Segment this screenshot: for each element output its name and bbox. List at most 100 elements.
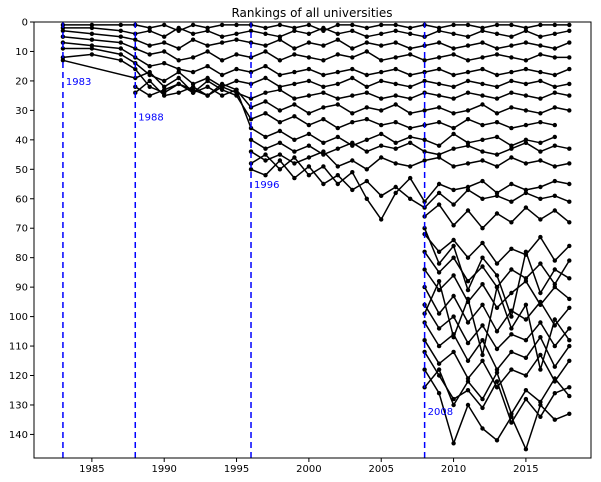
data-point: [567, 146, 572, 151]
series-line: [134, 80, 556, 147]
data-point: [436, 279, 442, 284]
data-point: [567, 305, 572, 310]
data-point: [248, 167, 254, 172]
data-point: [436, 326, 442, 331]
data-point: [509, 146, 514, 151]
data-point: [263, 25, 268, 31]
data-point: [451, 72, 456, 78]
data-point: [219, 34, 225, 39]
data-point: [465, 340, 471, 346]
data-point: [176, 58, 181, 63]
series-line: [134, 80, 555, 129]
data-point: [205, 84, 210, 90]
data-point: [118, 34, 124, 39]
data-point: [205, 49, 210, 54]
data-point: [306, 111, 312, 116]
data-point: [350, 158, 355, 163]
data-point: [436, 391, 442, 396]
data-point: [552, 122, 557, 128]
data-point: [509, 78, 514, 84]
data-point: [263, 75, 268, 81]
data-point: [176, 75, 181, 81]
data-point: [567, 66, 572, 72]
data-point: [162, 49, 167, 54]
data-point: [436, 120, 442, 125]
data-point: [451, 46, 456, 51]
data-point: [335, 125, 340, 131]
data-point: [277, 152, 283, 157]
data-point: [552, 90, 557, 95]
data-point: [422, 267, 427, 272]
data-point: [422, 158, 427, 163]
x-axis: 1985 1990 1995 2000 2005 2010 2015: [79, 458, 539, 475]
data-point: [494, 329, 500, 334]
data-point: [465, 108, 471, 113]
data-point: [234, 52, 239, 57]
data-point: [567, 385, 572, 390]
data-point: [292, 28, 297, 33]
data-point: [436, 261, 442, 266]
data-point: [451, 441, 456, 446]
data-point: [480, 264, 485, 269]
data-point: [133, 66, 138, 72]
data-point: [379, 43, 384, 48]
data-point: [379, 31, 384, 36]
data-point: [176, 46, 181, 51]
data-point: [350, 55, 355, 60]
data-point: [277, 37, 283, 42]
data-point: [335, 81, 340, 87]
data-point: [523, 205, 529, 210]
data-point: [567, 343, 572, 349]
data-point: [408, 125, 413, 131]
data-point: [60, 28, 66, 33]
y-tick-label: 140: [9, 430, 28, 441]
y-tick-label: 0: [22, 18, 28, 29]
data-point: [436, 343, 442, 349]
data-point: [480, 426, 485, 431]
data-point: [364, 178, 369, 184]
data-point: [292, 69, 297, 75]
data-point: [509, 155, 514, 160]
data-point: [335, 134, 340, 140]
data-point: [306, 155, 312, 160]
data-point: [321, 117, 326, 122]
data-point: [436, 287, 442, 293]
data-point: [451, 273, 456, 278]
x-tick-label: 2005: [368, 464, 393, 475]
data-point: [567, 161, 572, 166]
data-point: [494, 96, 500, 101]
x-tick-label: 2000: [296, 464, 321, 475]
data-point: [538, 52, 543, 57]
data-point: [465, 117, 471, 122]
data-point: [538, 196, 543, 201]
data-point: [567, 276, 572, 281]
data-point: [306, 78, 312, 84]
data-point: [422, 349, 427, 355]
data-point: [494, 438, 500, 443]
data-point: [436, 270, 442, 275]
data-point: [538, 367, 543, 372]
data-point: [190, 55, 196, 60]
data-point: [379, 58, 384, 63]
data-point: [162, 61, 167, 66]
data-point: [436, 55, 442, 60]
data-point: [321, 105, 326, 110]
data-point: [494, 52, 500, 57]
data-point: [147, 84, 152, 90]
series-line: [62, 30, 570, 50]
data-point: [451, 22, 456, 28]
data-point: [190, 69, 196, 75]
data-point: [350, 28, 355, 33]
y-tick-label: 20: [15, 76, 28, 87]
data-point: [509, 411, 514, 416]
data-point: [465, 402, 471, 408]
data-point: [523, 355, 529, 360]
data-point: [364, 149, 369, 154]
data-point: [465, 43, 471, 48]
data-point: [335, 96, 340, 101]
data-point: [465, 379, 471, 384]
data-point: [234, 93, 239, 98]
data-point: [379, 131, 384, 137]
data-point: [263, 111, 268, 116]
data-point: [451, 223, 456, 228]
